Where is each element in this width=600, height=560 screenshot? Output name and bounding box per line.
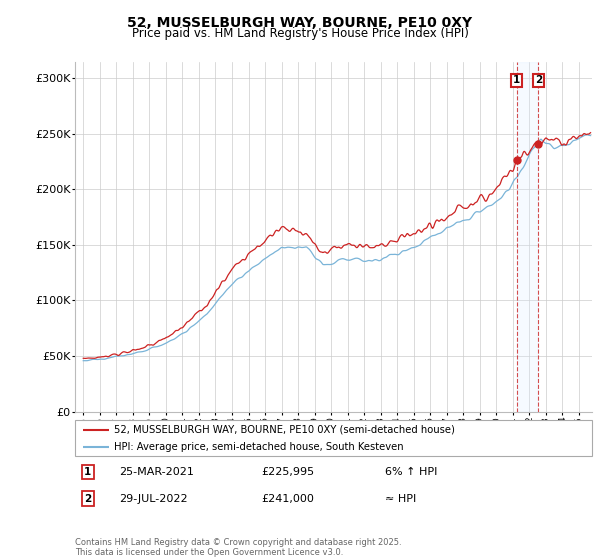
Text: 6% ↑ HPI: 6% ↑ HPI: [385, 467, 437, 477]
Text: 52, MUSSELBURGH WAY, BOURNE, PE10 0XY (semi-detached house): 52, MUSSELBURGH WAY, BOURNE, PE10 0XY (s…: [114, 425, 455, 435]
Text: 1: 1: [513, 76, 520, 86]
Text: £225,995: £225,995: [261, 467, 314, 477]
Text: 2: 2: [535, 76, 542, 86]
Text: 29-JUL-2022: 29-JUL-2022: [119, 493, 188, 503]
Text: HPI: Average price, semi-detached house, South Kesteven: HPI: Average price, semi-detached house,…: [114, 442, 403, 451]
Bar: [517, 62, 538, 412]
Text: 2: 2: [85, 493, 92, 503]
Text: Price paid vs. HM Land Registry's House Price Index (HPI): Price paid vs. HM Land Registry's House …: [131, 27, 469, 40]
Text: 1: 1: [85, 467, 92, 477]
Text: 25-MAR-2021: 25-MAR-2021: [119, 467, 194, 477]
Text: 52, MUSSELBURGH WAY, BOURNE, PE10 0XY: 52, MUSSELBURGH WAY, BOURNE, PE10 0XY: [127, 16, 473, 30]
Text: £241,000: £241,000: [261, 493, 314, 503]
Text: Contains HM Land Registry data © Crown copyright and database right 2025.
This d: Contains HM Land Registry data © Crown c…: [75, 538, 401, 557]
Text: ≈ HPI: ≈ HPI: [385, 493, 416, 503]
